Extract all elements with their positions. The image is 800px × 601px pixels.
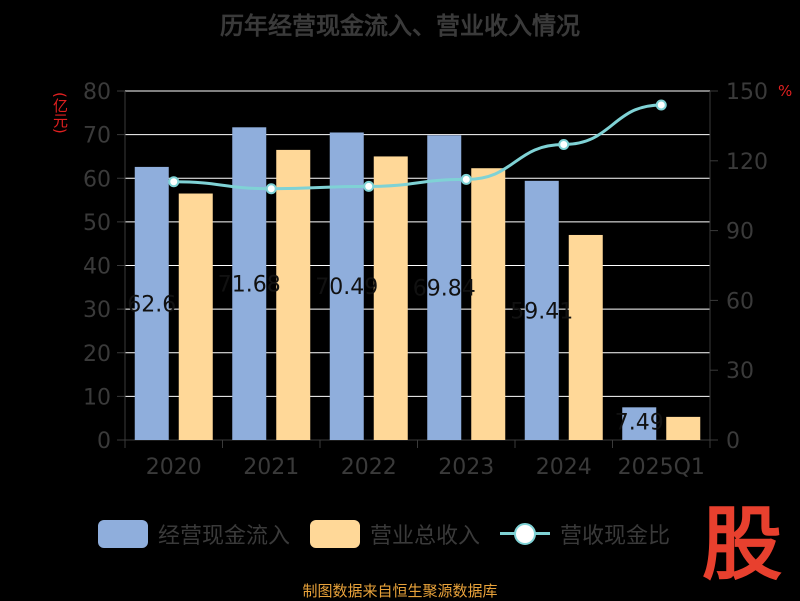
bar-cash-inflow: [329, 132, 364, 441]
left-tick-label: 30: [83, 298, 111, 323]
x-tick-label: 2023: [438, 455, 494, 480]
left-tick-label: 20: [83, 342, 111, 367]
left-tick-label: 80: [83, 80, 111, 105]
bar-revenue: [568, 234, 603, 440]
left-tick-label: 50: [83, 211, 111, 236]
ratio-point: [265, 183, 277, 195]
legend-item-revenue[interactable]: 营业总收入: [310, 518, 480, 550]
right-tick-label: 120: [726, 150, 768, 175]
bar-cash-inflow: [134, 166, 169, 440]
ratio-point: [655, 99, 667, 111]
left-tick-label: 60: [83, 167, 111, 192]
bar-revenue: [276, 149, 311, 441]
chart-title: 历年经营现金流入、营业收入情况: [220, 12, 580, 40]
legend-item-cash-inflow[interactable]: 经营现金流入: [98, 518, 290, 550]
bar-cash-inflow: [524, 180, 559, 441]
ratio-point: [460, 173, 472, 185]
bar-cash-inflow: [232, 127, 267, 441]
source-footer: 制图数据来自恒生聚源数据库: [302, 582, 498, 600]
ratio-line: [173, 103, 662, 191]
bar-cash-inflow: [427, 135, 462, 440]
left-axis-unit: (亿元): [51, 92, 69, 134]
x-tick-label: 2020: [146, 455, 202, 480]
x-tick-label: 2024: [536, 455, 592, 480]
legend-label-ratio: 营收现金比: [560, 524, 671, 549]
legend-swatch-cash-inflow: [98, 520, 148, 548]
right-tick-label: 60: [726, 289, 754, 314]
right-axis-unit: %: [778, 82, 793, 100]
data-label-cash-inflow: 70.49: [315, 275, 378, 300]
data-label-cash-inflow: 69.84: [413, 277, 476, 302]
legend-swatch-ratio: [500, 520, 551, 548]
bar-revenue: [666, 416, 701, 440]
left-tick-label: 10: [83, 385, 111, 410]
left-tick-label: 0: [97, 429, 111, 454]
bar-revenue: [178, 193, 213, 440]
legend-label-revenue: 营业总收入: [370, 524, 481, 549]
right-tick-label: 150: [726, 80, 768, 105]
ratio-point: [168, 176, 180, 188]
ratio-point: [363, 180, 375, 192]
ratio-point: [558, 139, 570, 151]
data-label-cash-inflow: 62.6: [127, 292, 176, 317]
legend-item-ratio[interactable]: 营收现金比: [500, 518, 670, 550]
bar-cash-inflow: [622, 407, 657, 440]
x-tick-label: 2021: [243, 455, 299, 480]
data-label-cash-inflow: 71.68: [218, 273, 281, 298]
right-tick-label: 0: [726, 429, 740, 454]
chart-legend: 经营现金流入 营业总收入 营收现金比: [98, 518, 690, 550]
x-tick-label: 2025Q1: [618, 455, 705, 480]
right-tick-label: 90: [726, 220, 754, 245]
x-tick-label: 2022: [341, 455, 397, 480]
brand-logo: 股: [702, 498, 782, 591]
data-label-cash-inflow: 59.41: [510, 299, 573, 324]
legend-swatch-revenue: [310, 520, 361, 548]
left-tick-label: 70: [83, 124, 111, 149]
left-tick-label: 40: [83, 255, 111, 280]
right-tick-label: 30: [726, 359, 754, 384]
bar-revenue: [471, 168, 506, 440]
data-label-cash-inflow: 7.49: [615, 410, 664, 435]
bar-revenue: [373, 156, 408, 440]
legend-label-cash-inflow: 经营现金流入: [158, 524, 291, 549]
